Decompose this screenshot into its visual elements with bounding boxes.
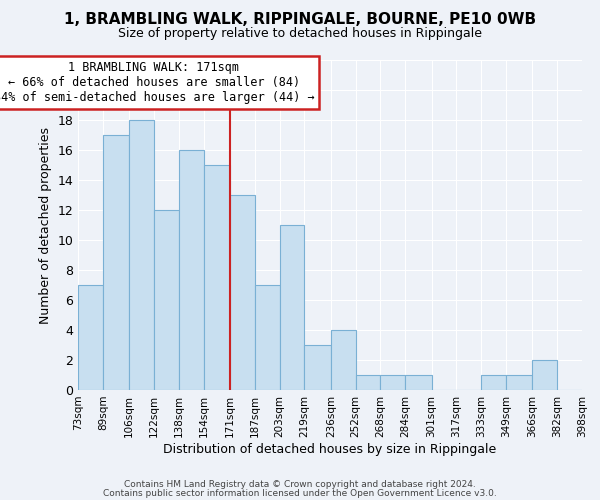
Bar (280, 225, 304, 390)
Bar (203, 165, 230, 390)
Bar (304, 345, 331, 390)
X-axis label: Distribution of detached houses by size in Rippingale: Distribution of detached houses by size … (163, 442, 497, 456)
Bar (356, 375, 380, 390)
Bar (405, 375, 431, 390)
Bar (380, 375, 405, 390)
Bar (532, 360, 557, 390)
Bar (154, 210, 179, 390)
Text: Contains public sector information licensed under the Open Government Licence v3: Contains public sector information licen… (103, 488, 497, 498)
Bar (331, 330, 356, 390)
Bar (103, 135, 129, 390)
Bar (129, 120, 154, 390)
Bar (506, 375, 532, 390)
Text: Size of property relative to detached houses in Rippingale: Size of property relative to detached ho… (118, 28, 482, 40)
Bar (179, 150, 203, 390)
Y-axis label: Number of detached properties: Number of detached properties (39, 126, 52, 324)
Bar (230, 195, 255, 390)
Text: 1 BRAMBLING WALK: 171sqm
← 66% of detached houses are smaller (84)
34% of semi-d: 1 BRAMBLING WALK: 171sqm ← 66% of detach… (0, 61, 314, 104)
Bar (255, 285, 280, 390)
Text: Contains HM Land Registry data © Crown copyright and database right 2024.: Contains HM Land Registry data © Crown c… (124, 480, 476, 489)
Bar (78, 285, 103, 390)
Bar (481, 375, 506, 390)
Text: 1, BRAMBLING WALK, RIPPINGALE, BOURNE, PE10 0WB: 1, BRAMBLING WALK, RIPPINGALE, BOURNE, P… (64, 12, 536, 28)
